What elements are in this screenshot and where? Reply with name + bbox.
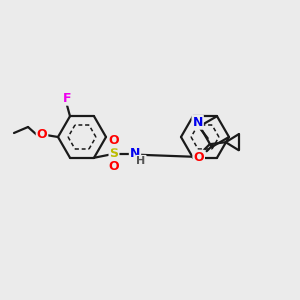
Text: N: N xyxy=(130,147,140,160)
Text: F: F xyxy=(63,92,71,105)
Text: O: O xyxy=(109,160,119,173)
Text: S: S xyxy=(110,147,118,160)
Text: O: O xyxy=(37,128,47,142)
Text: N: N xyxy=(193,116,203,129)
Text: O: O xyxy=(194,151,204,164)
Text: O: O xyxy=(109,134,119,147)
Text: H: H xyxy=(136,156,146,166)
